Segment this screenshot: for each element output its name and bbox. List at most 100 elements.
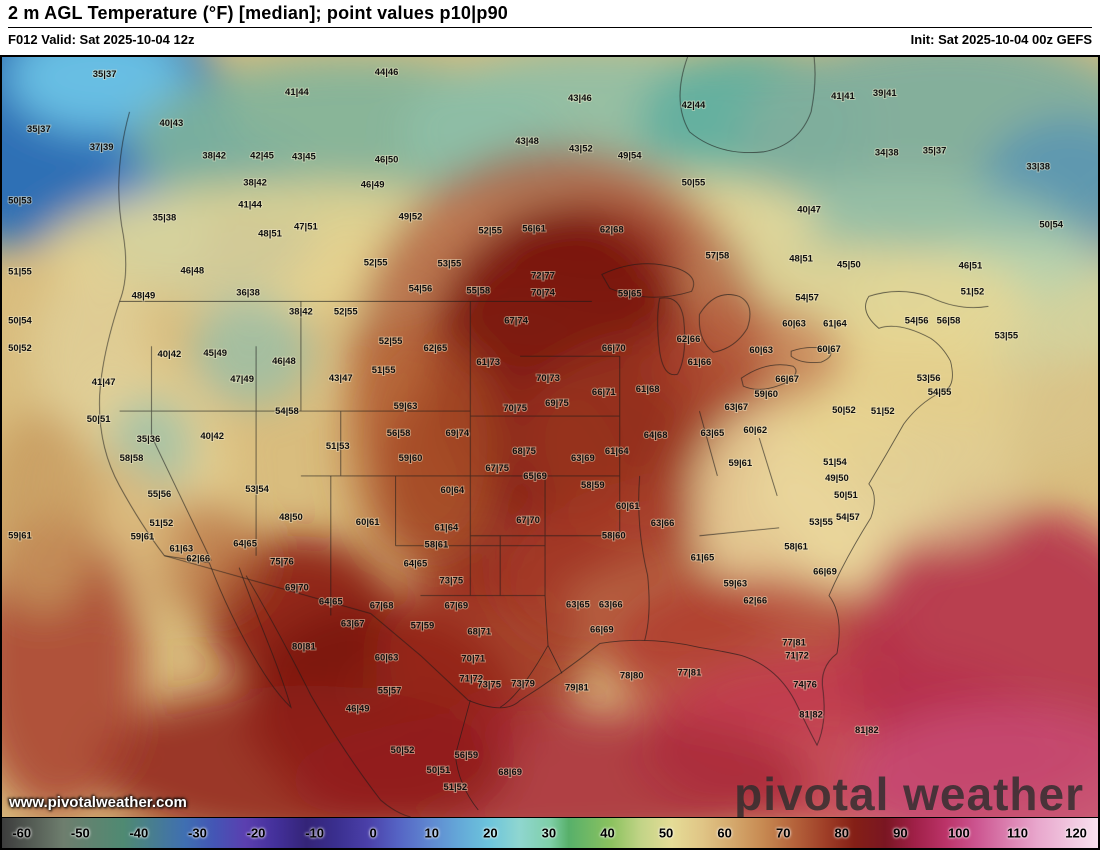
point-value-label: 49|50 xyxy=(825,473,849,484)
point-value-label: 40|42 xyxy=(158,349,182,360)
colorbar-tick: 90 xyxy=(893,825,908,841)
point-value-label: 60|63 xyxy=(375,652,399,663)
lake-michigan xyxy=(657,297,686,376)
point-value-label: 62|68 xyxy=(600,225,624,236)
lake-superior xyxy=(601,263,695,298)
point-value-label: 50|54 xyxy=(8,315,32,326)
colorbar-tick: 120 xyxy=(1065,825,1087,841)
colorbar-tick: 110 xyxy=(1007,825,1028,841)
colorbar-tick: -20 xyxy=(246,825,266,841)
florida-peninsula xyxy=(741,653,838,747)
point-value-label: 41|47 xyxy=(92,377,116,388)
point-value-label: 50|52 xyxy=(391,745,415,756)
point-value-label: 58|58 xyxy=(120,453,144,464)
point-value-label: 38|42 xyxy=(243,178,267,189)
point-value-label: 61|73 xyxy=(476,357,500,368)
point-value-label: 63|67 xyxy=(724,402,748,413)
point-value-label: 50|54 xyxy=(1039,220,1063,231)
point-value-label: 33|38 xyxy=(1026,162,1050,173)
point-value-label: 60|61 xyxy=(616,501,640,512)
point-value-label: 50|51 xyxy=(87,414,111,425)
mexico-west-coastline xyxy=(245,575,411,817)
point-value-label: 48|50 xyxy=(279,512,303,523)
point-value-label: 64|65 xyxy=(319,597,343,608)
west-coastline xyxy=(99,111,210,564)
point-value-label: 78|80 xyxy=(620,670,644,681)
point-value-label: 55|58 xyxy=(466,285,490,296)
point-value-label: 46|50 xyxy=(375,155,399,166)
point-value-label: 51|55 xyxy=(8,266,32,277)
point-value-label: 60|63 xyxy=(782,318,806,329)
point-value-label: 59|60 xyxy=(754,389,778,400)
us-mexico-border xyxy=(164,555,469,701)
colorbar-tick: -40 xyxy=(129,825,149,841)
point-value-label: 47|49 xyxy=(230,374,254,385)
point-value-label: 50|51 xyxy=(834,490,858,501)
point-value-label: 73|75 xyxy=(477,679,501,690)
point-value-label: 43|52 xyxy=(569,144,593,155)
point-value-label: 51|52 xyxy=(871,406,895,417)
point-value-label: 80|81 xyxy=(292,641,316,652)
point-value-label: 37|39 xyxy=(90,142,114,153)
colorbar-tick: 10 xyxy=(424,825,439,841)
colorbar-tick: 30 xyxy=(541,825,557,841)
east-coastline xyxy=(828,337,953,654)
brand-watermark: pivotal weather xyxy=(734,768,1084,817)
colorbar-tick: 0 xyxy=(369,825,377,841)
point-value-label: 56|61 xyxy=(522,224,546,235)
point-value-label: 40|43 xyxy=(160,118,184,129)
valid-time: F012 Valid: Sat 2025-10-04 12z xyxy=(8,32,195,47)
point-value-label: 46|51 xyxy=(959,260,983,271)
point-value-label: 43|47 xyxy=(329,373,353,384)
point-value-label: 35|38 xyxy=(153,213,177,224)
point-value-label: 69|74 xyxy=(445,428,469,439)
point-value-label: 64|65 xyxy=(233,539,257,550)
temperature-colorbar: -60 -50 -40 -30 -20 -10 0 10 20 30 40 50 60 70 80 90 100… xyxy=(0,817,1100,850)
point-value-label: 56|58 xyxy=(937,315,961,326)
point-value-label: 63|66 xyxy=(599,600,623,611)
point-value-label: 46|49 xyxy=(361,180,385,191)
point-value-label: 50|53 xyxy=(8,196,32,207)
point-value-label: 55|56 xyxy=(148,489,172,500)
point-values-layer: 35|37 41|44 44|46 43|46 42|44 41|41 39|41 35|37… xyxy=(7,66,1065,794)
point-value-label: 61|64 xyxy=(605,446,629,457)
point-value-label: 44|46 xyxy=(375,67,399,78)
weather-map: 35|37 41|44 44|46 43|46 42|44 41|41 39|41 35|37… xyxy=(0,55,1100,817)
colorbar-tick: 20 xyxy=(483,825,498,841)
point-value-label: 53|55 xyxy=(809,517,833,528)
point-value-label: 57|59 xyxy=(411,620,435,631)
point-value-label: 62|66 xyxy=(677,334,701,345)
point-value-label: 35|36 xyxy=(137,434,161,445)
point-value-label: 71|72 xyxy=(459,673,483,684)
lake-huron xyxy=(698,294,751,353)
point-value-label: 54|57 xyxy=(795,292,819,303)
point-value-label: 67|75 xyxy=(485,463,509,474)
colorbar-tick: -60 xyxy=(12,825,32,841)
point-value-label: 64|68 xyxy=(644,430,668,441)
point-value-label: 70|74 xyxy=(531,287,555,298)
point-value-label: 65|69 xyxy=(523,471,547,482)
point-value-label: 50|55 xyxy=(682,178,706,189)
state-borders-east xyxy=(638,410,780,641)
map-title: 2 m AGL Temperature (°F) [median]; point… xyxy=(8,3,1092,28)
point-value-label: 71|72 xyxy=(785,650,809,661)
point-value-label: 66|69 xyxy=(590,624,614,635)
init-time: Init: Sat 2025-10-04 00z GEFS xyxy=(910,32,1092,47)
point-value-label: 51|52 xyxy=(443,782,467,793)
point-value-label: 64|65 xyxy=(404,559,428,570)
point-value-label: 34|38 xyxy=(875,148,899,159)
point-value-label: 58|61 xyxy=(425,540,449,551)
point-value-label: 67|70 xyxy=(516,515,540,526)
colorbar-tick: 80 xyxy=(834,825,849,841)
point-value-label: 51|52 xyxy=(961,286,985,297)
point-value-label: 60|63 xyxy=(749,345,773,356)
point-value-label: 51|55 xyxy=(372,365,396,376)
point-value-label: 52|55 xyxy=(379,336,403,347)
point-value-label: 47|51 xyxy=(294,222,318,233)
point-value-label: 45|49 xyxy=(203,348,227,359)
gulf-coastline xyxy=(468,639,742,709)
point-value-label: 68|69 xyxy=(498,767,522,778)
point-value-label: 38|42 xyxy=(202,151,226,162)
point-value-label: 42|44 xyxy=(682,100,706,111)
point-value-label: 63|65 xyxy=(701,428,725,439)
